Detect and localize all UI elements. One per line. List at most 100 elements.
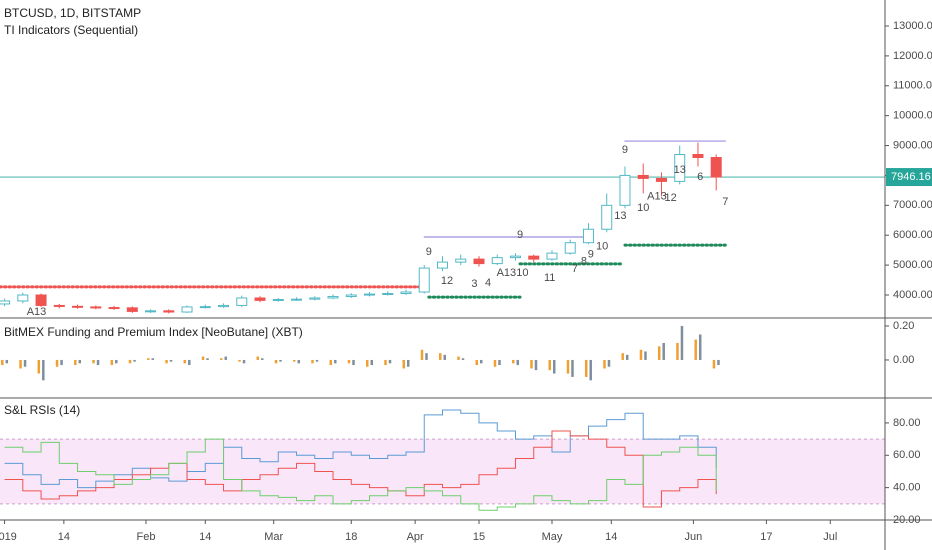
x-tick-label: 17 xyxy=(760,531,772,543)
candle-body xyxy=(509,255,521,259)
sequential-label: 12 xyxy=(441,275,453,287)
sequential-label: 8 xyxy=(581,255,587,267)
candle-body xyxy=(710,157,722,178)
y-tick-label: 9000.00 xyxy=(893,139,932,151)
candle-body xyxy=(382,292,394,295)
funding-bar xyxy=(439,353,442,360)
candle-body xyxy=(199,306,211,309)
y-tick-label: 0.00 xyxy=(893,354,914,366)
funding-bar xyxy=(78,359,82,364)
funding-bar xyxy=(584,359,588,377)
indicator-title: TI Indicators (Sequential) xyxy=(4,23,138,37)
funding-bar xyxy=(676,342,679,360)
candle-body xyxy=(272,298,284,301)
funding-bar xyxy=(366,359,369,367)
sequential-label: 6 xyxy=(697,171,703,183)
funding-bar xyxy=(425,353,428,360)
candle-body xyxy=(72,305,84,308)
y-tick-label: 60.00 xyxy=(893,449,921,461)
x-tick-label: 15 xyxy=(473,531,485,543)
funding-bar xyxy=(74,359,77,366)
sequential-label: 10 xyxy=(596,240,608,252)
sequential-label: 9 xyxy=(588,249,594,261)
candle-body xyxy=(564,242,576,254)
x-tick-label: 14 xyxy=(58,531,70,543)
funding-bar xyxy=(407,359,410,367)
funding-bar xyxy=(717,359,720,366)
candle-body xyxy=(418,267,430,293)
candle-body xyxy=(437,261,448,269)
candle-body xyxy=(400,291,412,294)
sequential-label: 10 xyxy=(516,267,528,279)
funding-bar xyxy=(639,349,643,360)
sequential-label: 10 xyxy=(637,202,649,214)
funding-bar xyxy=(516,359,519,366)
funding-bar xyxy=(589,359,592,381)
funding-bar xyxy=(475,359,478,366)
funding-bar xyxy=(566,359,570,374)
funding-bar xyxy=(329,359,333,366)
rsi-line xyxy=(4,409,717,489)
funding-bar xyxy=(712,359,716,369)
funding-bar xyxy=(115,359,118,364)
funding-bar xyxy=(42,359,45,381)
candle-body xyxy=(145,310,157,313)
funding-bar xyxy=(694,339,697,360)
candle-body xyxy=(546,252,558,260)
funding-bar xyxy=(548,359,551,371)
plot-layer: 2019 14 Feb 14 Mar 18 Apr 15 May 14 Jun 17 Jul 4000.0… xyxy=(0,20,932,543)
candle-body xyxy=(674,154,686,182)
y-tick-label: 80.00 xyxy=(893,417,921,429)
x-tick-label: Mar xyxy=(264,531,283,543)
y-tick-label: 4000.00 xyxy=(893,289,932,301)
funding-bar xyxy=(388,359,392,364)
funding-bar xyxy=(19,359,22,369)
x-tick-label: 18 xyxy=(345,531,357,543)
funding-bar xyxy=(698,334,702,360)
funding-bar xyxy=(242,359,246,364)
price-label-box xyxy=(886,168,932,187)
candle-body xyxy=(491,257,503,265)
y-tick-label: 40.00 xyxy=(893,482,921,494)
funding-bar xyxy=(607,359,611,367)
y-tick-label: 10000.00 xyxy=(893,110,932,122)
y-tick-label: 7000.00 xyxy=(893,199,932,211)
candle-body xyxy=(108,307,120,310)
x-tick-label: 14 xyxy=(199,531,211,543)
candle-body xyxy=(236,297,248,306)
y-tick-label: 6000.00 xyxy=(893,229,932,241)
sequential-label: 3 xyxy=(471,278,477,290)
y-tick-label: 12000.00 xyxy=(893,50,932,62)
funding-bar xyxy=(188,359,191,366)
candle-body xyxy=(126,307,138,312)
funding-bar xyxy=(165,359,168,364)
candle-body xyxy=(619,174,631,206)
funding-bar xyxy=(461,358,465,360)
y-tick-label: 13000.00 xyxy=(893,20,932,32)
symbol-title: BTCUSD, 1D, BITSTAMP xyxy=(4,6,141,20)
sequential-label: 4 xyxy=(485,277,491,289)
funding-bar xyxy=(603,359,606,369)
x-tick-label: 14 xyxy=(605,531,617,543)
funding-bar xyxy=(256,356,260,360)
funding-bar xyxy=(443,354,446,360)
funding-bar xyxy=(552,359,556,374)
funding-bar xyxy=(384,359,387,366)
funding-bar xyxy=(420,349,424,360)
funding-bar xyxy=(201,356,205,360)
funding-bar xyxy=(530,359,533,369)
funding-bar xyxy=(680,325,684,360)
y-tick-label: 11000.00 xyxy=(893,80,932,92)
funding-bar xyxy=(402,359,406,369)
x-tick-label: May xyxy=(542,531,563,543)
funding-bar xyxy=(224,356,228,360)
candle-body xyxy=(601,204,613,230)
candle-body xyxy=(455,258,467,263)
funding-bar xyxy=(625,354,629,360)
candle-body xyxy=(692,154,704,159)
funding-bar xyxy=(169,359,173,362)
candle-body xyxy=(364,293,376,296)
candle-body xyxy=(53,304,65,307)
funding-bar xyxy=(644,351,647,360)
